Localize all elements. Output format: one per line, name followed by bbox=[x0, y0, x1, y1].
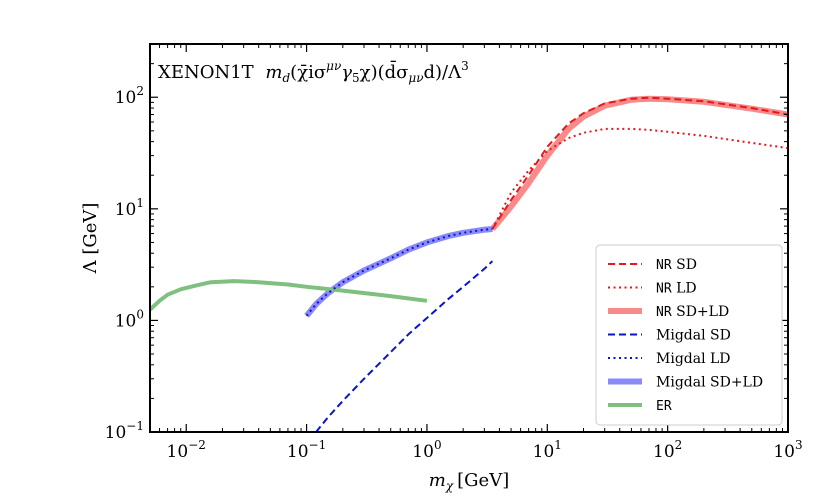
legend-label: Migdal LD bbox=[656, 351, 731, 367]
legend-frame bbox=[595, 244, 783, 426]
legend-label: ER bbox=[656, 399, 672, 414]
legend-label: Migdal SD bbox=[656, 328, 731, 344]
legend-label: NR SD+LD bbox=[656, 304, 729, 320]
series-line-nr-sd bbox=[491, 96, 788, 230]
series-line-nr-ld bbox=[491, 127, 788, 230]
y-tick-label: 10−1 bbox=[105, 419, 144, 443]
series-line-migdal-sd bbox=[315, 260, 494, 432]
y-axis-label: Λ [GeV] bbox=[80, 203, 101, 275]
legend: NR SD NR LD NR SD+LD Migdal SD Migdal LD Migd… bbox=[595, 244, 783, 426]
x-tick-label: 10−1 bbox=[287, 438, 326, 462]
x-tick-label: 101 bbox=[533, 438, 562, 462]
x-tick-label: 102 bbox=[653, 438, 682, 462]
series-line-migdal-sd-ld bbox=[304, 226, 493, 318]
legend-label: NR LD bbox=[656, 281, 697, 297]
x-axis-label: mχ [GeV] bbox=[429, 470, 509, 493]
y-tick-label: 101 bbox=[115, 196, 144, 220]
legend-label: Migdal SD+LD bbox=[656, 375, 763, 391]
series-line-er bbox=[150, 279, 428, 312]
plot-frame bbox=[149, 43, 789, 433]
chart-title: XENON1T md(χ̄iσμνγ5χ)(d̄σμνd)/Λ3 bbox=[158, 59, 469, 85]
x-tick-label: 100 bbox=[412, 438, 441, 462]
y-tick-label: 102 bbox=[115, 84, 144, 108]
y-tick-label: 100 bbox=[115, 307, 144, 331]
axis-ticks: 10−2 10−1 100 101 102 103 10−1 100 101 102 bbox=[105, 44, 803, 462]
x-tick-label: 10−2 bbox=[167, 438, 206, 462]
series-line-nr-sd-ld bbox=[490, 95, 788, 231]
series-line-migdal-ld bbox=[305, 228, 493, 317]
legend-label: NR SD bbox=[656, 257, 697, 273]
x-tick-label: 103 bbox=[773, 438, 802, 462]
plot-lines bbox=[150, 95, 788, 432]
